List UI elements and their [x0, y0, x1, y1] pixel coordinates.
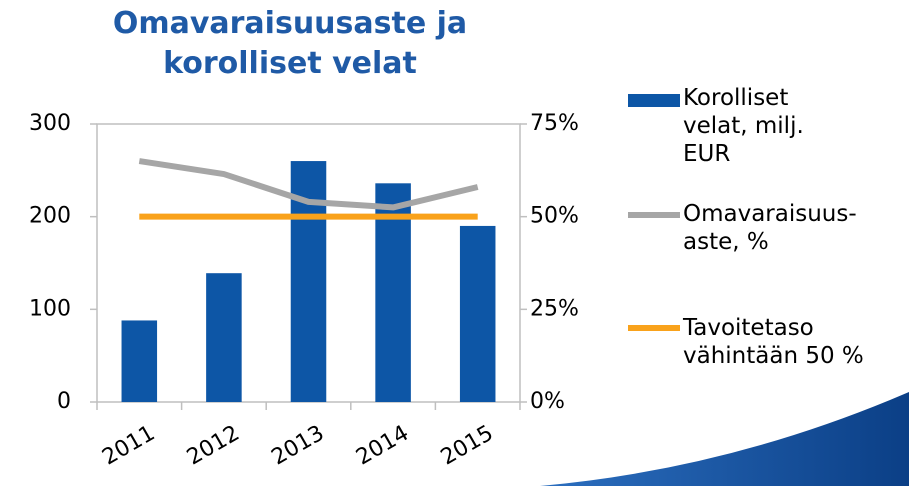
decor-swoosh: [540, 392, 909, 486]
x-tick-label: 2014: [352, 421, 413, 471]
y-tick-label: 200: [29, 204, 71, 229]
y-tick-label: 0: [57, 389, 71, 414]
legend-label: Tavoitetaso vähintään 50 %: [683, 315, 864, 369]
line: [138, 158, 479, 211]
y2-tick-label: 0%: [530, 389, 565, 414]
chart-title: Omavaraisuusaste ja korolliset velat: [112, 6, 468, 81]
y-tick-label: 100: [29, 296, 71, 321]
legend-label: Omavaraisuus-aste, %: [683, 201, 857, 255]
bar: [459, 225, 496, 402]
y2-tick-label: 50%: [530, 204, 579, 229]
x-tick-label: 2012: [183, 421, 244, 471]
bar: [375, 183, 411, 402]
bar: [121, 320, 158, 402]
bar: [206, 273, 242, 402]
legend-swatch: [628, 94, 680, 107]
y-tick-label: 300: [29, 111, 71, 136]
x-tick-label: 2013: [268, 421, 329, 471]
x-tick-label: 2015: [437, 421, 498, 471]
x-tick-label: 2011: [98, 421, 159, 471]
y2-tick-label: 25%: [530, 296, 579, 321]
legend-label: Korolliset velat, milj. EUR: [683, 85, 804, 167]
y2-tick-label: 75%: [530, 111, 579, 136]
